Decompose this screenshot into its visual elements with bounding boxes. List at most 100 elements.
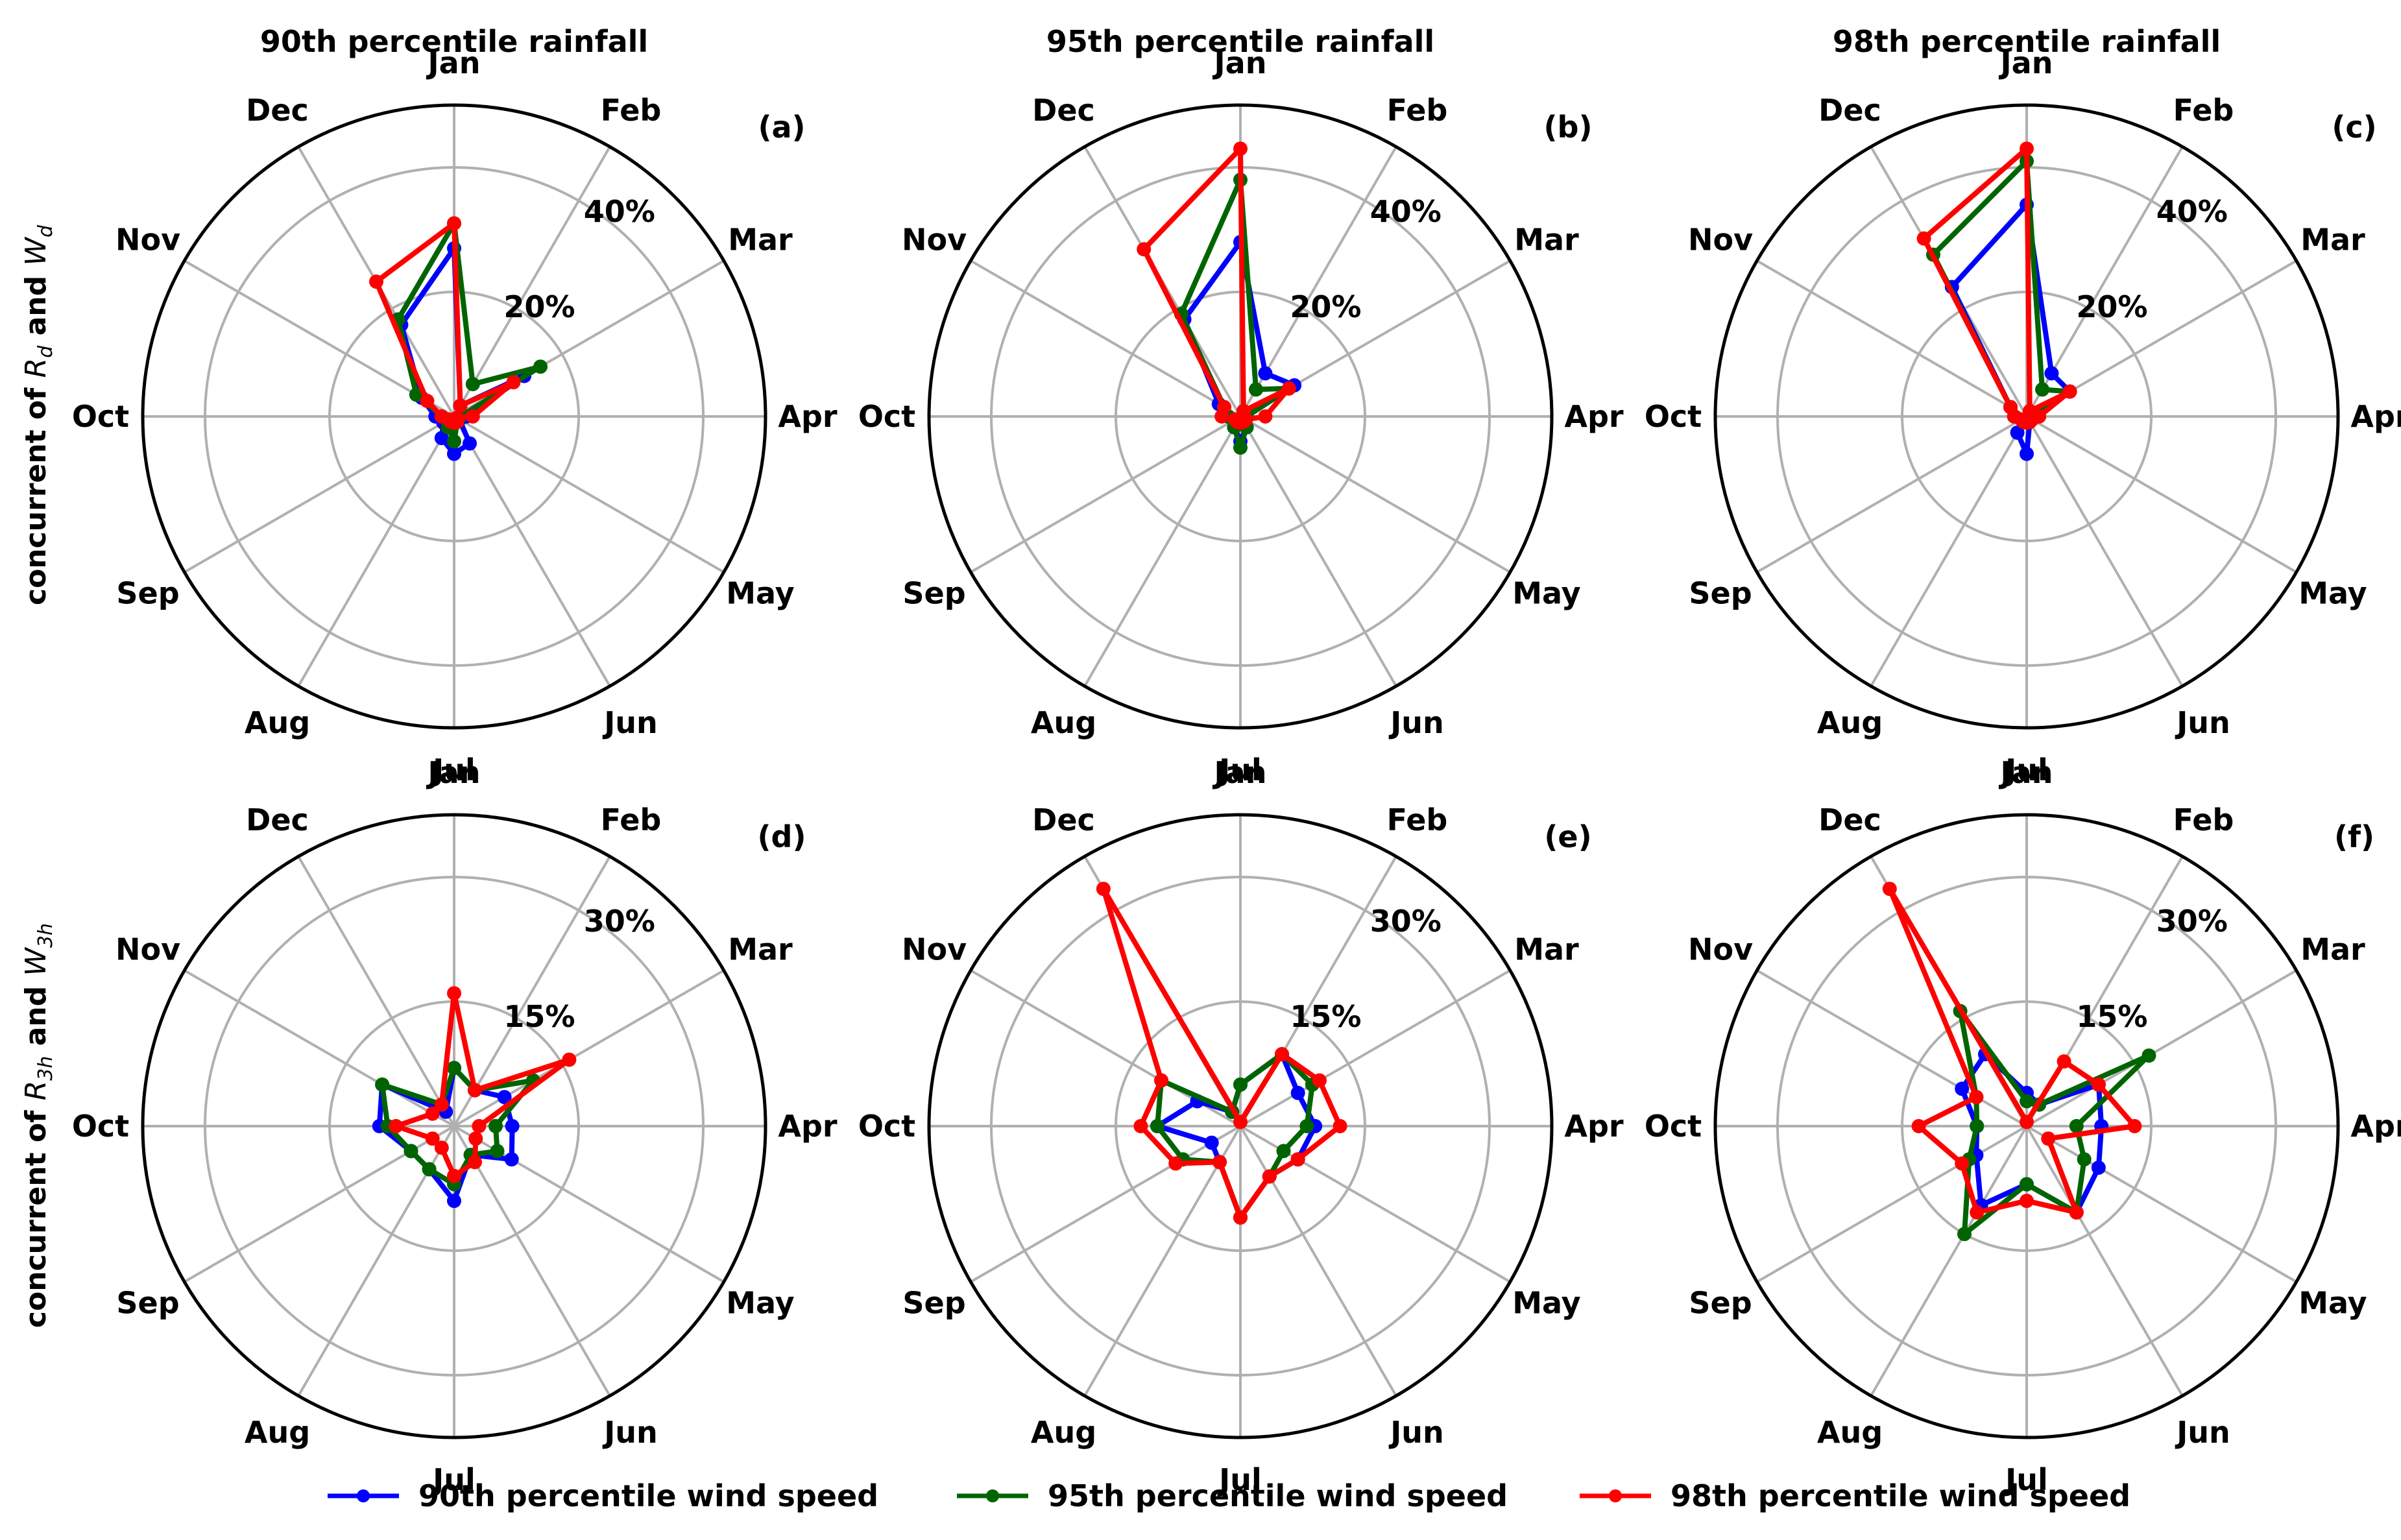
- data-point-dec: [1096, 882, 1111, 896]
- data-point-may: [490, 1144, 505, 1159]
- data-point-feb: [2035, 382, 2049, 397]
- month-label-may: May: [2298, 1286, 2367, 1321]
- panel-label: (d): [758, 819, 806, 854]
- data-point-dec: [369, 274, 383, 289]
- radial-tick-label-1: 15%: [2076, 999, 2147, 1034]
- data-point-aug: [1957, 1227, 1972, 1242]
- radial-tick-label-2: 40%: [584, 194, 655, 229]
- month-label-jan: Jan: [426, 755, 481, 790]
- data-point-aug: [434, 431, 449, 446]
- series-3: [1882, 882, 2142, 1220]
- outer-frame: [927, 813, 1554, 1439]
- data-point-nov: [1154, 1073, 1169, 1088]
- data-point-apr: [2127, 1119, 2142, 1133]
- radial-tick-label-1: 20%: [2076, 289, 2147, 324]
- spoke-aug: [1083, 1125, 1242, 1397]
- series-3: [389, 986, 577, 1183]
- month-label-nov: Nov: [1688, 223, 1753, 258]
- month-label-oct: Oct: [1645, 1109, 1702, 1144]
- month-label-oct: Oct: [72, 1109, 129, 1144]
- month-label-dec: Dec: [246, 93, 309, 128]
- data-point-feb: [1249, 382, 1263, 397]
- data-point-feb: [2044, 366, 2059, 381]
- month-label-aug: Aug: [245, 1415, 310, 1450]
- data-point-jan: [447, 986, 461, 1001]
- spoke-may: [2025, 415, 2297, 573]
- row-label-1: concurrent of Rd and Wd: [19, 224, 57, 605]
- month-label-jun: Jun: [602, 705, 658, 740]
- data-point-sep: [1955, 1156, 1970, 1171]
- radial-tick-label-1: 20%: [503, 289, 575, 324]
- data-point-feb: [465, 377, 480, 392]
- panel-label: (e): [1544, 819, 1591, 854]
- legend: 90th percentile wind speed 95th percenti…: [328, 1478, 2130, 1513]
- radial-tick-label-2: 30%: [584, 904, 655, 939]
- month-label-jun: Jun: [1388, 1415, 1444, 1450]
- spoke-aug: [297, 415, 455, 687]
- month-label-aug: Aug: [1817, 1415, 1883, 1450]
- column-title-95: 95th percentile rainfall: [1046, 24, 1434, 59]
- data-point-mar: [1312, 1073, 1327, 1088]
- spoke-jun: [453, 415, 611, 687]
- data-point-sep: [404, 1144, 418, 1159]
- data-point-feb: [2057, 1054, 2071, 1069]
- data-point-nov: [420, 394, 435, 408]
- month-label-sep: Sep: [902, 1286, 965, 1321]
- month-label-apr: Apr: [1564, 1109, 1624, 1144]
- month-label-jan: Jan: [1213, 755, 1267, 790]
- month-label-may: May: [2298, 576, 2367, 611]
- data-point-mar: [1290, 1085, 1305, 1100]
- series-3: [1137, 141, 1296, 430]
- data-point-mar: [506, 375, 521, 390]
- spoke-nov: [970, 259, 1242, 418]
- data-point-feb: [1275, 1047, 1289, 1062]
- month-label-sep: Sep: [116, 576, 179, 611]
- spoke-may: [1239, 415, 1511, 573]
- month-label-oct: Oct: [1645, 399, 1702, 434]
- data-point-sep: [1168, 1156, 1183, 1171]
- month-label-may: May: [1512, 1286, 1580, 1321]
- data-point-oct: [1133, 1119, 1148, 1133]
- legend-marker-98: [1609, 1489, 1622, 1502]
- data-point-jan: [1233, 1077, 1248, 1092]
- month-label-apr: Apr: [778, 399, 838, 434]
- month-label-feb: Feb: [2173, 93, 2234, 128]
- data-point-mar: [2062, 384, 2077, 399]
- data-point-jul: [2020, 1194, 2034, 1209]
- data-point-jul: [447, 434, 461, 449]
- spoke-sep: [970, 1125, 1242, 1283]
- month-label-dec: Dec: [1818, 802, 1881, 837]
- month-label-jul: Jul: [431, 752, 476, 788]
- month-label-may: May: [1512, 576, 1580, 611]
- spoke-may: [2025, 1125, 2297, 1283]
- radial-tick-label-1: 15%: [1290, 999, 1361, 1034]
- spoke-may: [453, 415, 725, 573]
- data-point-apr: [505, 1119, 520, 1133]
- data-point-may: [468, 1131, 483, 1146]
- radial-tick-label-1: 15%: [503, 999, 575, 1034]
- month-label-jan: Jan: [426, 45, 481, 80]
- month-label-apr: Apr: [1564, 399, 1624, 434]
- outer-frame: [141, 813, 767, 1439]
- spoke-aug: [1870, 415, 2028, 687]
- data-point-jan: [2020, 1094, 2034, 1109]
- month-label-may: May: [726, 576, 794, 611]
- data-point-mar: [497, 1090, 512, 1105]
- data-point-mar: [533, 359, 548, 374]
- spoke-feb: [453, 146, 611, 417]
- data-point-dec: [434, 1097, 449, 1112]
- data-point-aug: [1213, 1155, 1227, 1170]
- data-point-dec: [1137, 242, 1152, 257]
- data-point-aug: [1970, 1205, 1985, 1220]
- data-point-apr: [465, 409, 480, 424]
- month-label-oct: Oct: [72, 399, 129, 434]
- month-label-mar: Mar: [728, 932, 793, 967]
- month-label-jun: Jun: [1388, 705, 1444, 740]
- spoke-mar: [1239, 969, 1511, 1127]
- data-point-mar: [2091, 1077, 2106, 1092]
- data-point-apr: [2069, 1119, 2084, 1133]
- data-point-jul: [2020, 446, 2034, 461]
- outer-frame: [927, 103, 1554, 730]
- spoke-aug: [1870, 1125, 2028, 1397]
- data-point-dec: [1916, 231, 1931, 246]
